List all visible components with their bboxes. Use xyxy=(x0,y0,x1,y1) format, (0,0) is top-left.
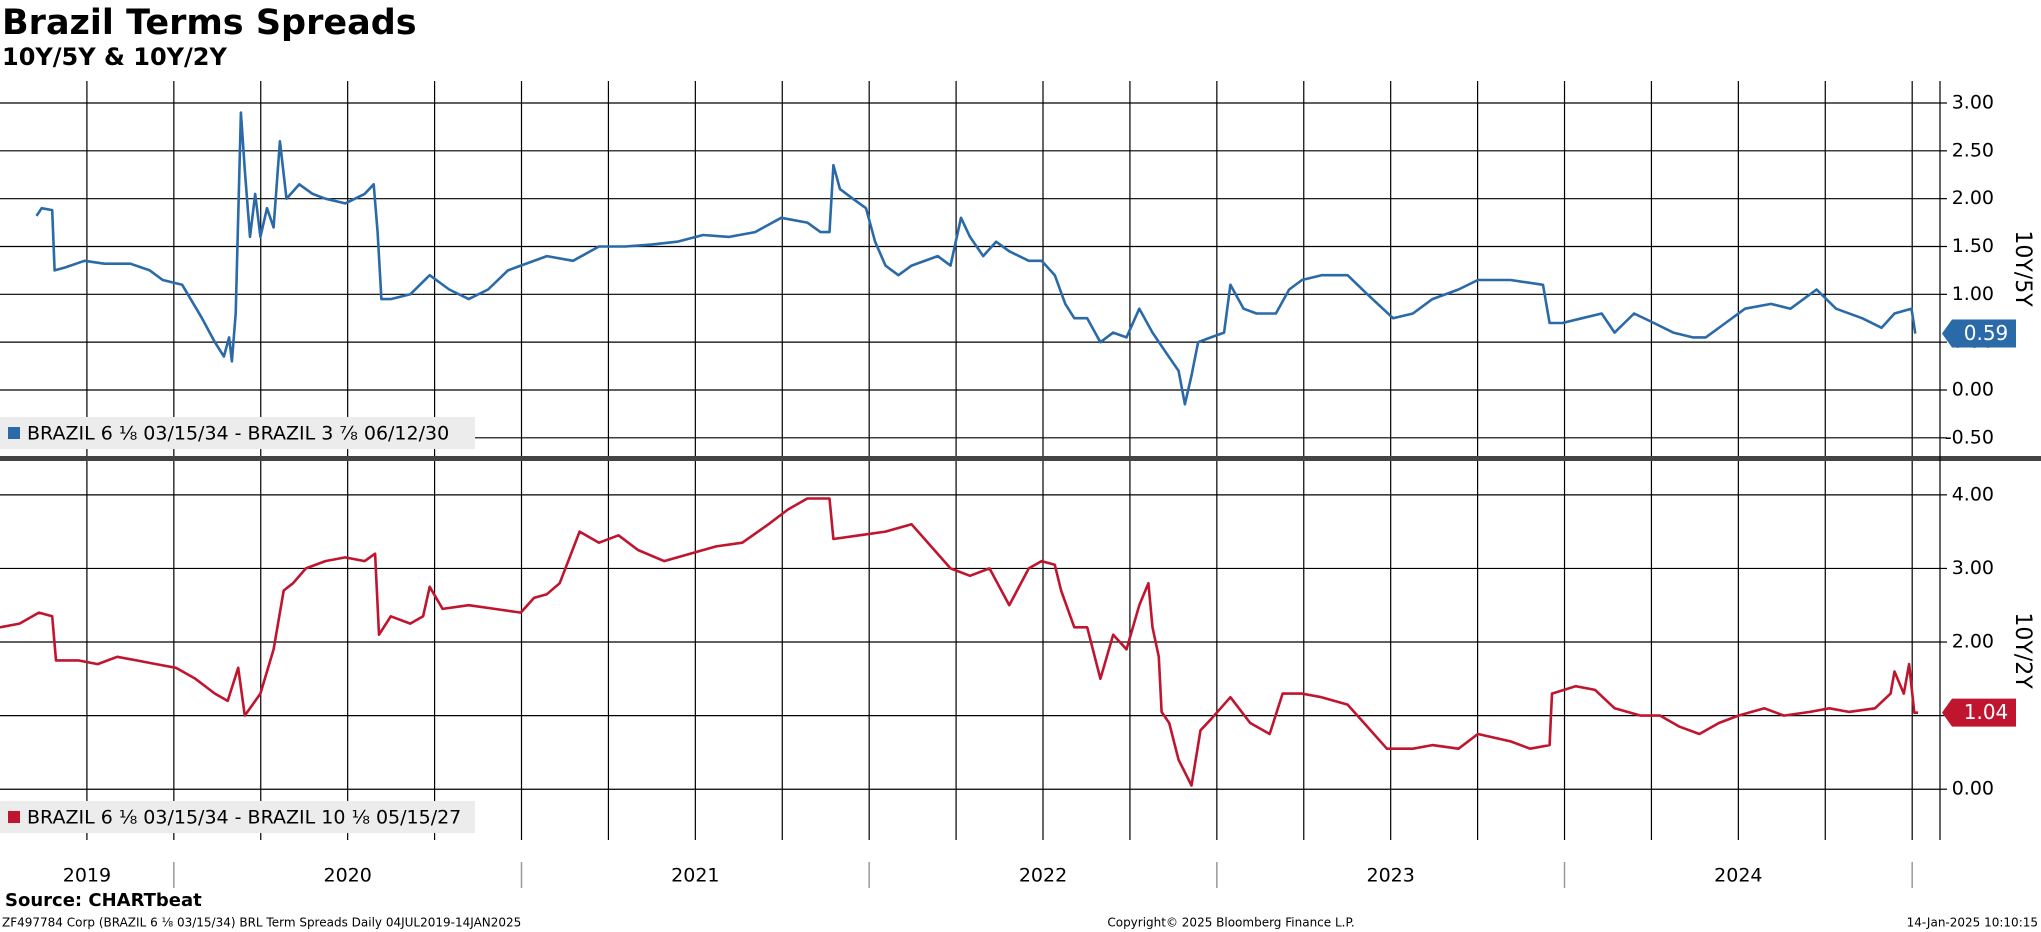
last-value-label: 0.59 xyxy=(1964,321,2009,345)
last-value-tag xyxy=(1942,698,2016,727)
last-value-tag xyxy=(1942,319,2016,348)
y-tick-label: 2.50 xyxy=(1952,139,1994,161)
x-tick-label: 2019 xyxy=(63,865,111,887)
x-tick-label: 2022 xyxy=(1019,865,1067,887)
legend-swatch xyxy=(8,811,20,823)
chart-subtitle: 10Y/5Y & 10Y/2Y xyxy=(2,43,228,71)
y-axis-title: 10Y/5Y xyxy=(2010,230,2035,307)
legend-swatch xyxy=(8,427,20,439)
y-axis-title: 10Y/2Y xyxy=(2010,612,2035,689)
x-tick-label: 2021 xyxy=(671,865,719,887)
chart-title: Brazil Terms Spreads xyxy=(2,3,417,43)
y-tick-label: 1.00 xyxy=(1952,283,1994,305)
y-tick-label: 2.00 xyxy=(1952,631,1994,653)
y-tick-label: 0.00 xyxy=(1952,778,1994,800)
legend-label: BRAZIL 6 ⅛ 03/15/34 - BRAZIL 10 ⅛ 05/15/… xyxy=(27,807,461,829)
panel-separator xyxy=(0,456,2041,461)
legend-label: BRAZIL 6 ⅛ 03/15/34 - BRAZIL 3 ⅞ 06/12/3… xyxy=(27,423,449,445)
footer-left: ZF497784 Corp (BRAZIL 6 ⅛ 03/15/34) BRL … xyxy=(2,916,521,930)
y-tick-label: 1.50 xyxy=(1952,235,1994,257)
series-line xyxy=(0,497,1919,787)
x-tick-label: 2024 xyxy=(1714,865,1762,887)
y-tick-label: 0.00 xyxy=(1952,378,1994,400)
y-tick-label: 2.00 xyxy=(1952,187,1994,209)
legend-background xyxy=(0,417,475,449)
series-line xyxy=(35,111,1917,406)
x-tick-label: 2023 xyxy=(1367,865,1415,887)
y-tick-label: 4.00 xyxy=(1952,483,1994,505)
footer-right: 14-Jan-2025 10:10:15 xyxy=(1907,916,2038,930)
y-tick-label: 3.00 xyxy=(1952,557,1994,579)
y-tick-label: 3.00 xyxy=(1952,92,1994,114)
footer-center: Copyright© 2025 Bloomberg Finance L.P. xyxy=(1107,916,1354,930)
last-value-label: 1.04 xyxy=(1964,700,2009,724)
y-tick-label: -0.50 xyxy=(1945,426,1994,448)
x-tick-label: 2020 xyxy=(323,865,371,887)
legend-background xyxy=(0,801,475,833)
source: Source: CHARTbeat xyxy=(5,890,202,911)
